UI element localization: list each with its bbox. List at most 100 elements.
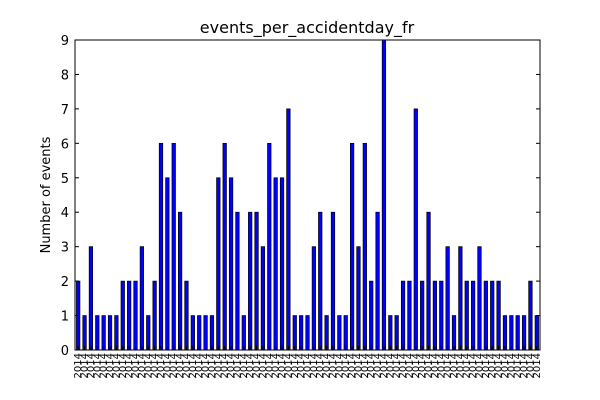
x-tick-label-5: 2014 bbox=[105, 353, 116, 378]
x-tick-label-68: 2014 bbox=[506, 353, 517, 378]
x-tick-label-24: 2014 bbox=[226, 353, 237, 378]
x-tick-label-21: 2014 bbox=[207, 353, 218, 378]
bar-69 bbox=[515, 315, 520, 351]
x-tick-label-67: 2014 bbox=[500, 353, 511, 378]
x-tick-label-71: 2014 bbox=[525, 353, 536, 378]
y-tick-label-9: 9 bbox=[61, 34, 69, 49]
bar-67 bbox=[502, 315, 508, 351]
x-tick-label-66: 2014 bbox=[494, 353, 505, 378]
x-tick-label-8: 2014 bbox=[124, 353, 135, 378]
bar-27 bbox=[248, 211, 253, 351]
y-tick-label-1: 1 bbox=[61, 310, 69, 325]
bar-33 bbox=[286, 108, 291, 351]
x-tick-label-70: 2014 bbox=[519, 353, 530, 378]
bar-61 bbox=[464, 280, 469, 351]
bar-28 bbox=[254, 211, 259, 351]
x-tick-label-0: 2014 bbox=[73, 353, 84, 378]
bar-47 bbox=[375, 211, 380, 351]
x-tick-label-18: 2014 bbox=[188, 353, 199, 378]
x-tick-label-42: 2014 bbox=[341, 353, 352, 378]
x-tick-label-63: 2014 bbox=[474, 353, 485, 378]
bar-14 bbox=[165, 177, 170, 351]
bar-21 bbox=[209, 315, 215, 351]
x-tick-label-45: 2014 bbox=[360, 353, 371, 378]
x-tick-label-41: 2014 bbox=[334, 353, 345, 378]
x-tick-label-26: 2014 bbox=[239, 353, 250, 378]
x-tick-label-7: 2014 bbox=[118, 353, 129, 378]
bar-52 bbox=[407, 280, 412, 351]
y-tick-label-7: 7 bbox=[61, 103, 69, 118]
x-tick-label-65: 2014 bbox=[487, 353, 498, 378]
x-tick-label-44: 2014 bbox=[353, 353, 364, 378]
x-tick-label-2: 2014 bbox=[86, 353, 97, 378]
y-tick-label-8: 8 bbox=[61, 68, 69, 83]
x-tick-label-3: 2014 bbox=[92, 353, 103, 378]
x-tick-label-14: 2014 bbox=[162, 353, 173, 378]
x-tick-label-43: 2014 bbox=[347, 353, 358, 378]
bar-22 bbox=[216, 177, 221, 351]
x-tick-label-15: 2014 bbox=[169, 353, 180, 378]
y-tick-label-5: 5 bbox=[61, 172, 69, 187]
x-tick-label-23: 2014 bbox=[220, 353, 231, 378]
x-tick-label-17: 2014 bbox=[181, 353, 192, 378]
x-tick-label-19: 2014 bbox=[194, 353, 205, 378]
bar-43 bbox=[349, 142, 355, 351]
bar-5 bbox=[107, 315, 113, 351]
bar-39 bbox=[324, 315, 329, 351]
bar-72 bbox=[534, 315, 539, 351]
x-tick-label-4: 2014 bbox=[99, 353, 110, 378]
x-tick-label-54: 2014 bbox=[417, 353, 428, 378]
chart-title: events_per_accidentday_fr bbox=[200, 18, 415, 38]
x-tick-label-25: 2014 bbox=[232, 353, 243, 378]
x-tick-label-59: 2014 bbox=[449, 353, 460, 378]
bar-64 bbox=[483, 280, 488, 351]
x-tick-label-38: 2014 bbox=[315, 353, 326, 378]
bar-1 bbox=[82, 315, 87, 351]
x-tick-label-32: 2014 bbox=[277, 353, 288, 378]
bar-15 bbox=[171, 142, 176, 351]
bar-24 bbox=[228, 177, 234, 351]
x-tick-label-27: 2014 bbox=[245, 353, 256, 378]
x-tick-label-9: 2014 bbox=[131, 353, 142, 378]
bar-32 bbox=[279, 177, 285, 351]
bar-62 bbox=[471, 280, 476, 351]
x-tick-label-37: 2014 bbox=[309, 353, 320, 378]
x-tick-label-51: 2014 bbox=[398, 353, 409, 378]
y-tick-label-4: 4 bbox=[61, 206, 69, 221]
x-tick-label-53: 2014 bbox=[411, 353, 422, 378]
bar-40 bbox=[330, 211, 336, 351]
bar-7 bbox=[120, 280, 125, 351]
bar-59 bbox=[451, 315, 457, 351]
y-axis-label: Number of events bbox=[39, 136, 54, 253]
x-tick-label-39: 2014 bbox=[322, 353, 333, 378]
bar-2 bbox=[88, 246, 94, 351]
bar-3 bbox=[95, 315, 100, 351]
x-tick-label-52: 2014 bbox=[404, 353, 415, 378]
y-tick-label-0: 0 bbox=[61, 344, 69, 359]
bar-68 bbox=[509, 315, 514, 351]
x-tick-label-55: 2014 bbox=[424, 353, 435, 378]
x-tick-label-20: 2014 bbox=[201, 353, 212, 378]
bar-31 bbox=[273, 177, 278, 351]
bar-55 bbox=[426, 211, 431, 351]
x-tick-label-64: 2014 bbox=[481, 353, 492, 378]
bar-70 bbox=[521, 315, 527, 351]
x-tick-label-29: 2014 bbox=[258, 353, 269, 378]
x-tick-label-28: 2014 bbox=[252, 353, 263, 378]
x-tick-label-62: 2014 bbox=[468, 353, 479, 378]
x-tick-label-56: 2014 bbox=[430, 353, 441, 378]
x-tick-label-30: 2014 bbox=[264, 353, 275, 378]
x-tick-label-57: 2014 bbox=[436, 353, 447, 378]
y-tick-label-6: 6 bbox=[61, 137, 69, 152]
x-tick-label-34: 2014 bbox=[290, 353, 301, 378]
x-tick-label-72: 2014 bbox=[532, 353, 543, 378]
x-tick-label-1: 2014 bbox=[80, 353, 91, 378]
x-tick-label-69: 2014 bbox=[513, 353, 524, 378]
x-tick-label-11: 2014 bbox=[143, 353, 154, 378]
bar-11 bbox=[146, 315, 151, 351]
bar-8 bbox=[127, 280, 132, 351]
bar-65 bbox=[490, 280, 495, 351]
bar-12 bbox=[152, 280, 157, 351]
bar-48 bbox=[381, 39, 387, 351]
